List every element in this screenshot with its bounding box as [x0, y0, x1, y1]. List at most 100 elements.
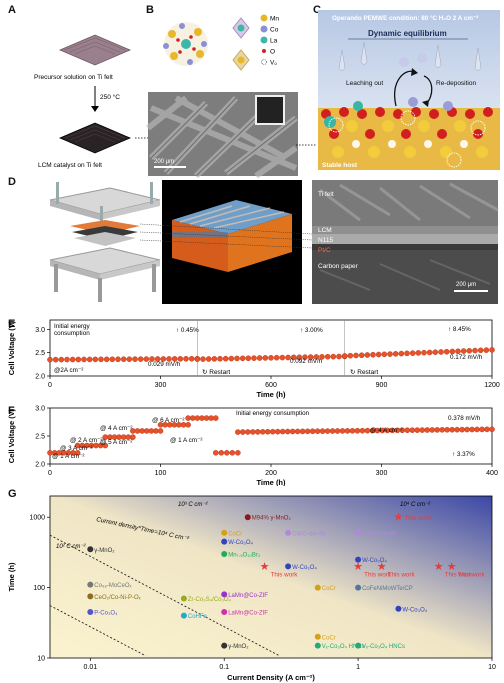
- data-point: [454, 426, 460, 433]
- data-point: [254, 429, 261, 435]
- data-point: [235, 429, 241, 435]
- data-point: [404, 427, 411, 434]
- data-point: [419, 427, 426, 433]
- data-point: [472, 347, 478, 354]
- annotation-r2: 0.092 mV/h: [290, 358, 323, 365]
- crystal-structure: [163, 22, 208, 66]
- x-tick-label: 400: [486, 470, 498, 477]
- data-point: [330, 353, 337, 360]
- plot-frame-e: [49, 319, 493, 377]
- literature-label: LaMn@Co-ZIF: [228, 611, 268, 617]
- literature-label: CoFeNiMoWTe/CP: [362, 586, 413, 592]
- chart-e: 2.0 2.5 3.0 0 300 600 900 1200 Time (h) Cell Volt…: [7, 319, 500, 399]
- literature-point: [221, 529, 228, 536]
- literature-point: [180, 612, 187, 619]
- data-point: [69, 356, 76, 363]
- data-point: [329, 428, 336, 434]
- data-point: [464, 426, 470, 433]
- data-point: [126, 356, 133, 362]
- literature-label: CWO-del-48: [362, 531, 396, 537]
- data-point: [479, 426, 485, 433]
- data-point: [387, 351, 393, 357]
- legend-mn: Mn: [270, 16, 279, 23]
- data-point: [222, 355, 229, 362]
- data-point: [149, 356, 155, 362]
- structure-legend: Mn Co La O Vₒ: [260, 14, 279, 67]
- data-point: [474, 426, 480, 433]
- data-point: [304, 428, 311, 435]
- charge-line: [49, 534, 279, 656]
- data-point: [262, 355, 269, 361]
- step-label: @ 1 A cm⁻²: [170, 437, 202, 444]
- y-tick-label: 2.0: [35, 462, 45, 469]
- data-point: [344, 428, 351, 434]
- data-point: [460, 348, 467, 354]
- data-point: [188, 355, 195, 362]
- data-point: [285, 354, 291, 361]
- literature-label: W-Co₃O₄: [362, 558, 387, 564]
- temp-label: 250 °C: [100, 93, 120, 101]
- annotation-r3: 0.172 mV/h: [450, 354, 483, 361]
- data-point: [185, 421, 191, 428]
- data-point: [409, 350, 416, 356]
- legend-o: O: [270, 49, 275, 56]
- data-point: [269, 428, 276, 435]
- panel-d-graphic: Ti felt LCM N115 Pt/C Carbon paper 200 μ…: [49, 180, 499, 304]
- line-label-1e4: 10⁴ C cm⁻²: [400, 501, 431, 508]
- data-point: [64, 356, 70, 363]
- sem-scale-d: 200 μm: [456, 282, 476, 288]
- x-axis-label: Current Density (A cm⁻²): [227, 673, 315, 682]
- this-work-star: ★: [260, 561, 270, 573]
- data-point: [358, 352, 365, 359]
- data-point: [52, 356, 59, 363]
- data-point: [341, 353, 348, 359]
- x-tick-label: 600: [265, 382, 277, 389]
- literature-point: [395, 605, 402, 612]
- literature-point: [314, 584, 321, 591]
- data-point: [375, 351, 382, 358]
- this-work-label: This work: [364, 571, 392, 578]
- data-point: [102, 442, 109, 449]
- data-point: [409, 427, 416, 433]
- literature-label: γ-MnO₂: [228, 644, 249, 650]
- x-tick-label: 1200: [484, 382, 500, 389]
- x-tick-label: 0: [48, 382, 52, 389]
- data-point: [74, 450, 81, 456]
- panel-label-d: D: [8, 176, 16, 188]
- literature-label: CoCr: [228, 531, 242, 537]
- data-point: [429, 427, 436, 433]
- data-point: [92, 356, 99, 363]
- data-point: [455, 348, 461, 355]
- data-point: [309, 428, 316, 435]
- data-point: [426, 349, 433, 356]
- literature-point: [285, 529, 292, 536]
- this-work-star: ★: [434, 561, 444, 573]
- redeposition-label: Re-deposition: [436, 80, 476, 87]
- data-point: [86, 356, 93, 363]
- literature-point: [87, 609, 94, 616]
- data-point: [449, 348, 456, 355]
- data-point: [274, 428, 281, 435]
- literature-point: [221, 591, 228, 598]
- y-tick-label: 3.0: [35, 327, 45, 334]
- annotation-p2: ↑ 3.00%: [300, 327, 323, 334]
- literature-point: [221, 538, 228, 545]
- layer-ti-felt: Ti felt: [318, 191, 334, 198]
- data-point: [443, 348, 450, 355]
- literature-label: Mn₇.₅O₁₀Br₃: [228, 553, 261, 559]
- literature-label: W-Co₃O₄: [402, 607, 427, 613]
- layer-carbon-paper: Carbon paper: [318, 263, 359, 270]
- sem-cross-section: [312, 180, 499, 304]
- data-point: [130, 434, 136, 440]
- panel-a-graphic: Precursor solution on Ti felt 250 °C LCM…: [34, 34, 175, 169]
- data-point: [166, 356, 172, 362]
- data-point: [160, 356, 167, 362]
- x-axis-label: Time (h): [256, 390, 286, 399]
- data-point: [432, 349, 439, 356]
- literature-point: [355, 556, 362, 563]
- literature-label: Vₓ-Co₃O₄ HNCs: [362, 644, 405, 650]
- data-point: [434, 427, 440, 433]
- x-tick-label: 0: [48, 470, 52, 477]
- precursor-felt: [58, 34, 132, 66]
